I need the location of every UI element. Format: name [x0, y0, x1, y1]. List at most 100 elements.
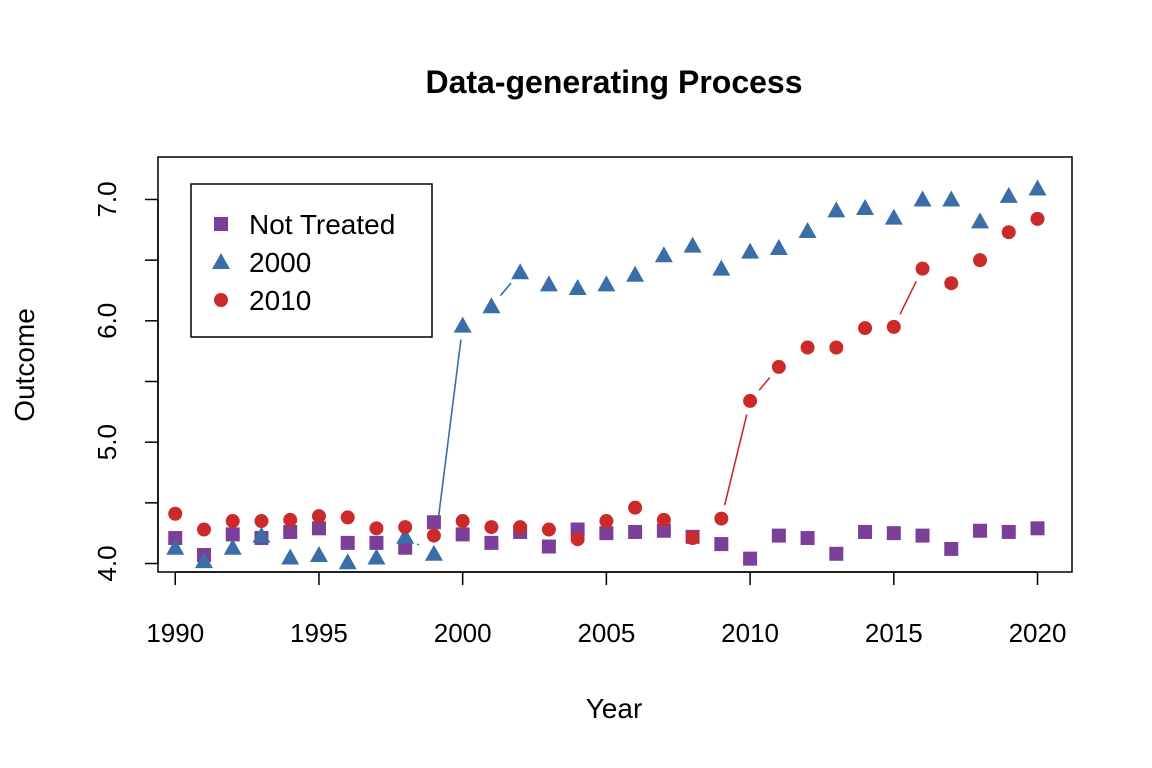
legend-label: 2000 [249, 247, 311, 278]
data-point-circle [886, 319, 901, 334]
connector-line [416, 543, 423, 548]
connector-line [723, 414, 748, 506]
data-point-square [398, 540, 413, 555]
data-point-square [426, 515, 441, 530]
data-point-square [484, 535, 499, 550]
y-tick-label: 7.0 [92, 181, 122, 217]
legend: Not Treated 2000 2010 [190, 183, 433, 338]
x-tick-label: 2000 [434, 618, 492, 648]
x-axis: 1990 1995 2000 2005 2010 2015 2020 [146, 571, 1067, 648]
data-point-circle [541, 522, 556, 537]
data-point-circle [196, 522, 211, 537]
data-point-circle [513, 520, 528, 535]
legend-label: 2010 [249, 285, 311, 316]
data-point-triangle [568, 279, 587, 296]
data-point-triangle [654, 246, 673, 263]
data-point-triangle [827, 201, 846, 218]
data-point-circle [311, 509, 326, 524]
data-point-square [1001, 524, 1016, 539]
legend-box [190, 183, 433, 338]
connector-line [899, 280, 918, 315]
data-point-triangle [338, 553, 357, 570]
data-point-square [800, 531, 815, 546]
data-point-circle [599, 514, 614, 529]
data-point-circle [685, 531, 700, 546]
data-point-circle [1030, 211, 1045, 226]
data-point-square [369, 535, 384, 550]
connector-lines [416, 280, 918, 548]
data-point-circle [484, 520, 499, 535]
data-points [166, 179, 1047, 570]
data-point-circle [743, 393, 758, 408]
data-point-triangle [166, 538, 185, 555]
x-axis-label: Year [586, 693, 643, 724]
data-point-triangle [511, 263, 530, 280]
data-point-triangle [741, 242, 760, 259]
data-point-circle [656, 512, 671, 527]
data-point-circle [858, 321, 873, 336]
data-point-triangle [281, 548, 300, 565]
legend-marker-circle [214, 293, 228, 307]
data-point-circle [714, 511, 729, 526]
data-point-circle [455, 514, 470, 529]
data-point-square [886, 526, 901, 541]
connector-line [758, 377, 771, 391]
data-point-square [225, 527, 240, 542]
x-tick-label: 2010 [721, 618, 779, 648]
data-point-triangle [856, 198, 875, 215]
y-axis-label: Outcome [9, 308, 40, 422]
data-point-triangle [999, 186, 1018, 203]
data-point-triangle [626, 265, 645, 282]
data-point-square [771, 528, 786, 543]
data-point-circle [570, 532, 585, 547]
data-point-square [628, 524, 643, 539]
legend-label: Not Treated [249, 209, 395, 240]
data-point-square [599, 526, 614, 541]
data-point-triangle [597, 275, 616, 292]
data-point-circle [426, 528, 441, 543]
data-point-circle [254, 514, 269, 529]
data-point-triangle [769, 239, 788, 256]
data-point-square [714, 537, 729, 552]
data-point-triangle [252, 526, 271, 543]
data-point-square [858, 524, 873, 539]
connector-line [434, 339, 462, 541]
x-tick-label: 2020 [1009, 618, 1067, 648]
data-point-triangle [396, 527, 415, 544]
data-point-circle [915, 261, 930, 276]
data-point-circle [398, 520, 413, 535]
data-point-circle [800, 340, 815, 355]
x-tick-label: 2005 [577, 618, 635, 648]
data-point-circle [340, 510, 355, 525]
y-tick-label: 5.0 [92, 424, 122, 460]
data-point-square [311, 521, 326, 536]
data-point-triangle [913, 190, 932, 207]
data-point-square [541, 539, 556, 554]
legend-marker-square [214, 217, 228, 231]
data-point-triangle [1028, 179, 1047, 196]
y-axis: 4.0 5.0 6.0 7.0 [92, 181, 159, 582]
data-point-square [944, 541, 959, 556]
data-point-square [340, 535, 355, 550]
data-point-square [283, 524, 298, 539]
connector-line [499, 282, 512, 297]
data-point-triangle [942, 190, 961, 207]
legend-marker-triangle [212, 253, 230, 269]
data-point-triangle [971, 212, 990, 229]
x-tick-label: 2015 [865, 618, 923, 648]
data-point-circle [829, 340, 844, 355]
data-point-circle [771, 359, 786, 374]
data-point-triangle [453, 316, 472, 333]
data-point-triangle [309, 546, 328, 563]
data-point-circle [944, 276, 959, 291]
data-point-square [570, 522, 585, 537]
x-tick-label: 1995 [290, 618, 348, 648]
data-point-circle [283, 512, 298, 527]
data-point-circle [1001, 225, 1016, 240]
x-tick-label: 1990 [146, 618, 204, 648]
data-point-square [743, 551, 758, 566]
data-point-triangle [367, 548, 386, 565]
data-point-square [915, 528, 930, 543]
data-point-triangle [482, 297, 501, 314]
